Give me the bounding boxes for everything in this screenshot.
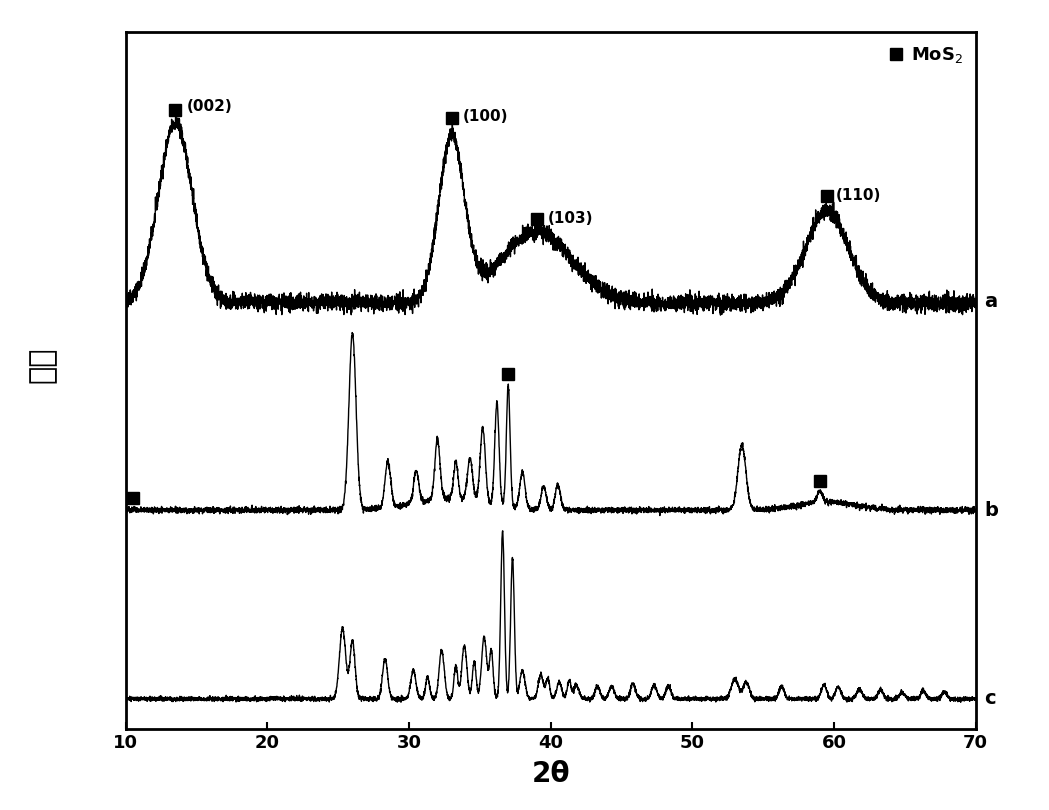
Text: (100): (100) <box>463 109 509 124</box>
Text: (110): (110) <box>835 188 881 203</box>
Text: (002): (002) <box>187 99 233 113</box>
X-axis label: 2θ: 2θ <box>532 761 570 788</box>
Legend: MoS$_2$: MoS$_2$ <box>885 41 966 69</box>
Text: a: a <box>984 292 998 311</box>
Text: b: b <box>984 501 998 520</box>
Text: 强度: 强度 <box>27 346 57 383</box>
Text: c: c <box>984 689 996 708</box>
Text: (103): (103) <box>548 211 594 225</box>
